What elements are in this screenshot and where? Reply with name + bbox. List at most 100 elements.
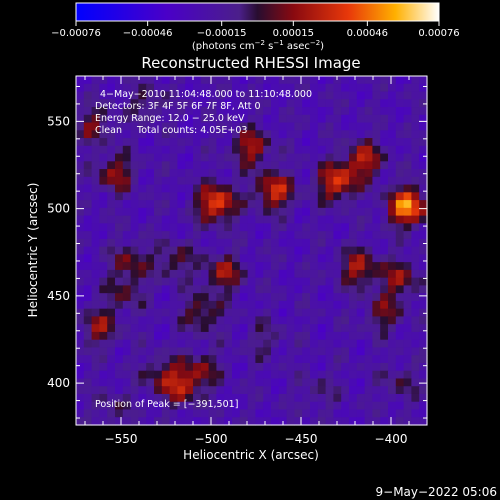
heatmap-cell	[122, 215, 132, 224]
heatmap-cell	[388, 246, 397, 255]
heatmap-cell	[130, 378, 139, 387]
heatmap-cell	[154, 246, 163, 255]
heatmap-cell	[388, 107, 397, 116]
heatmap-cell	[247, 145, 256, 155]
heatmap-cell	[177, 293, 186, 302]
heatmap-cell	[310, 262, 319, 271]
heatmap-cell	[154, 347, 163, 356]
heatmap-cell	[99, 145, 108, 155]
heatmap-cell	[232, 393, 241, 403]
heatmap-cell	[263, 238, 272, 248]
heatmap-cell	[83, 277, 93, 286]
heatmap-cell	[91, 308, 100, 318]
heatmap-cell	[341, 285, 350, 294]
heatmap-cell	[185, 238, 194, 248]
heatmap-cell	[310, 347, 319, 356]
heatmap-cell	[263, 293, 272, 302]
colorbar-tick-label: −0.00046	[123, 28, 173, 39]
heatmap-cell	[302, 262, 311, 271]
heatmap-cell	[107, 176, 116, 186]
heatmap-cell	[247, 393, 256, 403]
heatmap-cell	[146, 409, 155, 418]
heatmap-cell	[411, 254, 420, 263]
heatmap-cell	[122, 176, 132, 186]
heatmap-cell	[107, 99, 116, 108]
heatmap-cell	[364, 76, 373, 85]
heatmap-cell	[208, 409, 217, 418]
heatmap-cell	[372, 401, 381, 411]
heatmap-cell	[107, 339, 116, 349]
heatmap-cell	[356, 145, 366, 155]
heatmap-cell	[91, 386, 100, 395]
heatmap-cell	[325, 362, 334, 372]
heatmap-cell	[419, 138, 428, 147]
heatmap-cell	[122, 76, 132, 85]
heatmap-cell	[239, 285, 249, 294]
heatmap-cell	[247, 300, 256, 310]
heatmap-cell	[115, 99, 124, 108]
heatmap-cell	[177, 308, 186, 318]
heatmap-cell	[302, 138, 311, 147]
heatmap-cell	[278, 153, 288, 162]
heatmap-cell	[302, 316, 311, 325]
heatmap-cell	[208, 153, 217, 162]
heatmap-cell	[99, 362, 108, 372]
heatmap-cell	[107, 169, 116, 178]
heatmap-cell	[130, 262, 139, 271]
heatmap-cell	[372, 107, 381, 116]
heatmap-cell	[177, 192, 186, 201]
heatmap-cell	[193, 293, 202, 302]
heatmap-cell	[380, 308, 389, 318]
heatmap-cell	[317, 161, 327, 170]
heatmap-cell	[99, 401, 108, 411]
heatmap-cell	[356, 316, 366, 325]
heatmap-cell	[200, 153, 210, 162]
heatmap-cell	[349, 192, 358, 201]
heatmap-cell	[193, 246, 202, 255]
heatmap-cell	[341, 169, 350, 178]
heatmap-cell	[107, 300, 116, 310]
heatmap-cell	[388, 378, 397, 387]
heatmap-cell	[185, 246, 194, 255]
heatmap-cell	[138, 277, 147, 286]
heatmap-cell	[411, 231, 420, 240]
heatmap-cell	[208, 254, 217, 263]
heatmap-cell	[99, 122, 108, 131]
heatmap-cell	[364, 223, 373, 232]
heatmap-cell	[99, 223, 108, 232]
heatmap-cell	[107, 223, 116, 232]
heatmap-cell	[356, 91, 366, 100]
heatmap-cell	[138, 246, 147, 255]
heatmap-cell	[130, 192, 139, 201]
heatmap-cell	[341, 207, 350, 217]
heatmap-cell	[107, 114, 116, 124]
heatmap-cell	[255, 300, 264, 310]
heatmap-cell	[224, 161, 233, 170]
heatmap-cell	[271, 347, 280, 356]
heatmap-cell	[115, 91, 124, 100]
heatmap-cell	[349, 107, 358, 116]
heatmap-cell	[349, 269, 358, 279]
heatmap-cell	[99, 417, 108, 426]
heatmap-cell	[317, 176, 327, 186]
heatmap-cell	[286, 153, 295, 162]
heatmap-cell	[161, 331, 171, 341]
heatmap-cell	[239, 262, 249, 271]
heatmap-cell	[263, 176, 272, 186]
heatmap-cell	[333, 238, 342, 248]
heatmap-cell	[310, 231, 319, 240]
heatmap-cell	[239, 223, 249, 232]
heatmap-cell	[91, 293, 100, 302]
heatmap-cell	[310, 316, 319, 325]
heatmap-cell	[349, 362, 358, 372]
heatmap-cell	[403, 308, 412, 318]
heatmap-cell	[224, 107, 233, 116]
heatmap-cell	[200, 339, 210, 349]
heatmap-cell	[130, 138, 139, 147]
heatmap-cell	[216, 417, 225, 426]
heatmap-cell	[247, 355, 256, 364]
heatmap-cell	[255, 161, 264, 170]
heatmap-cell	[146, 401, 155, 411]
heatmap-cell	[161, 339, 171, 349]
heatmap-cell	[122, 324, 132, 333]
